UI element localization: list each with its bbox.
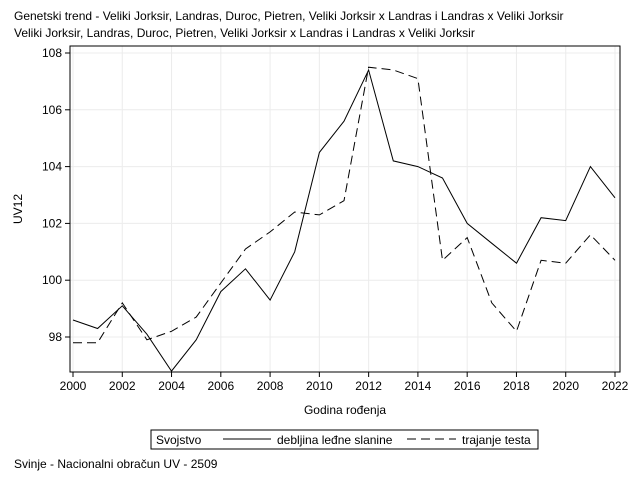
x-tick-label-1: 2002: [109, 379, 136, 393]
y-tick-label-4: 106: [42, 103, 62, 117]
legend-label-series-0: debljina leđne slanine: [277, 433, 393, 447]
legend: Svojstvo debljina leđne slanine trajanje…: [150, 429, 539, 450]
x-tick-label-8: 2016: [454, 379, 481, 393]
plot-frame: [69, 45, 621, 373]
y-axis-label: UV12: [11, 194, 25, 224]
x-axis-label: Godina rođenja: [304, 403, 386, 417]
legend-label-series-1: trajanje testa: [462, 433, 531, 447]
x-tick-label-7: 2014: [405, 379, 432, 393]
legend-title: Svojstvo: [156, 433, 202, 447]
x-tick-label-5: 2010: [306, 379, 333, 393]
y-tick-label-1: 100: [42, 273, 62, 287]
y-tick-label-5: 108: [42, 46, 62, 60]
y-tick-label-0: 98: [49, 330, 63, 344]
chart-title-line-1: Genetski trend - Veliki Jorksir, Landras…: [14, 9, 564, 23]
x-tick-label-4: 2008: [257, 379, 284, 393]
x-tick-label-3: 2006: [207, 379, 234, 393]
x-tick-label-0: 2000: [60, 379, 87, 393]
series-line-1: [73, 66, 616, 344]
series-line-0: [72, 68, 616, 372]
y-tick-label-2: 102: [42, 216, 62, 230]
x-axis: 2000 2002 2004 2006 2008 2010 2012 2014 2016 2018…: [60, 372, 629, 393]
chart-title-line-2: Veliki Jorksir, Landras, Duroc, Pietren,…: [14, 26, 475, 40]
legend-box: [150, 429, 539, 450]
x-tick-label-11: 2022: [602, 379, 629, 393]
x-tick-label-10: 2020: [552, 379, 579, 393]
y-tick-label-3: 104: [42, 160, 62, 174]
y-axis: 98 100 102 104 106 108: [42, 46, 70, 344]
x-tick-label-2: 2004: [158, 379, 185, 393]
footnote: Svinje - Nacionalni obračun UV - 2509: [14, 457, 218, 471]
x-tick-label-6: 2012: [355, 379, 382, 393]
x-tick-label-9: 2018: [503, 379, 530, 393]
gridlines: [70, 46, 620, 372]
series-layer: [72, 66, 616, 372]
